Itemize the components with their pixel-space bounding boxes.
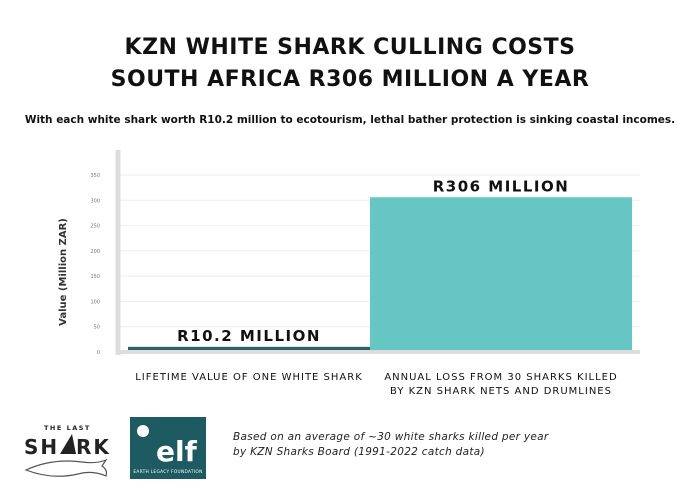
title-line-1: KZN WHITE SHARK CULLING COSTS bbox=[124, 35, 576, 60]
x-category-label: LIFETIME VALUE OF ONE WHITE SHARK bbox=[135, 372, 363, 383]
logo-text-rk: RK bbox=[76, 435, 111, 459]
source-footnote: Based on an average of ~30 white sharks … bbox=[233, 430, 549, 460]
y-tick-label: 150 bbox=[90, 274, 100, 280]
y-axis-label: Value (Million ZAR) bbox=[58, 218, 69, 326]
footnote-line-2: by KZN Sharks Board (1991-2022 catch dat… bbox=[233, 446, 485, 458]
chart-title: KZN WHITE SHARK CULLING COSTS SOUTH AFRI… bbox=[0, 32, 700, 96]
chart-subtitle: With each white shark worth R10.2 millio… bbox=[24, 114, 676, 126]
y-tick-label: 200 bbox=[90, 249, 100, 255]
footnote-line-1: Based on an average of ~30 white sharks … bbox=[233, 431, 549, 443]
y-tick-label: 300 bbox=[90, 198, 100, 204]
title-line-2: SOUTH AFRICA R306 MILLION A YEAR bbox=[110, 67, 590, 92]
shark-silhouette-icon bbox=[24, 458, 108, 477]
y-tick-label: 50 bbox=[94, 325, 100, 331]
x-category-label-line2: BY KZN SHARK NETS AND DRUMLINES bbox=[390, 386, 612, 397]
elf-logo-mark: elf bbox=[156, 435, 198, 468]
bar bbox=[370, 197, 632, 352]
y-tick-label: 0 bbox=[97, 350, 100, 356]
bar bbox=[128, 346, 370, 352]
x-tick-labels: LIFETIME VALUE OF ONE WHITE SHARK ANNUAL … bbox=[135, 372, 617, 397]
y-tick-label: 100 bbox=[90, 299, 100, 305]
elf-logo-caption: EARTH LEGACY FOUNDATION bbox=[133, 469, 202, 475]
y-tick-labels: 0 50 100 150 200 250 300 350 bbox=[90, 173, 100, 356]
bar-value-label: R306 MILLION bbox=[433, 177, 570, 195]
logo-text-sh: SH bbox=[24, 435, 59, 459]
the-last-shark-logo: THE LAST SH RK bbox=[24, 424, 111, 477]
y-tick-label: 250 bbox=[90, 224, 100, 230]
bar-chart: 0 50 100 150 200 250 300 350 Value (Million ZAR… bbox=[58, 150, 640, 397]
logo-text-the-last: THE LAST bbox=[44, 424, 91, 432]
x-category-label: ANNUAL LOSS FROM 30 SHARKS KILLED bbox=[384, 372, 617, 383]
bars: R10.2 MILLION R306 MILLION bbox=[128, 177, 632, 352]
earth-legacy-foundation-logo: elf EARTH LEGACY FOUNDATION bbox=[130, 417, 206, 479]
y-tick-label: 350 bbox=[90, 173, 100, 179]
shark-fin-icon bbox=[60, 434, 76, 454]
bar-value-label: R10.2 MILLION bbox=[177, 327, 321, 345]
elf-dot-icon bbox=[137, 425, 149, 437]
